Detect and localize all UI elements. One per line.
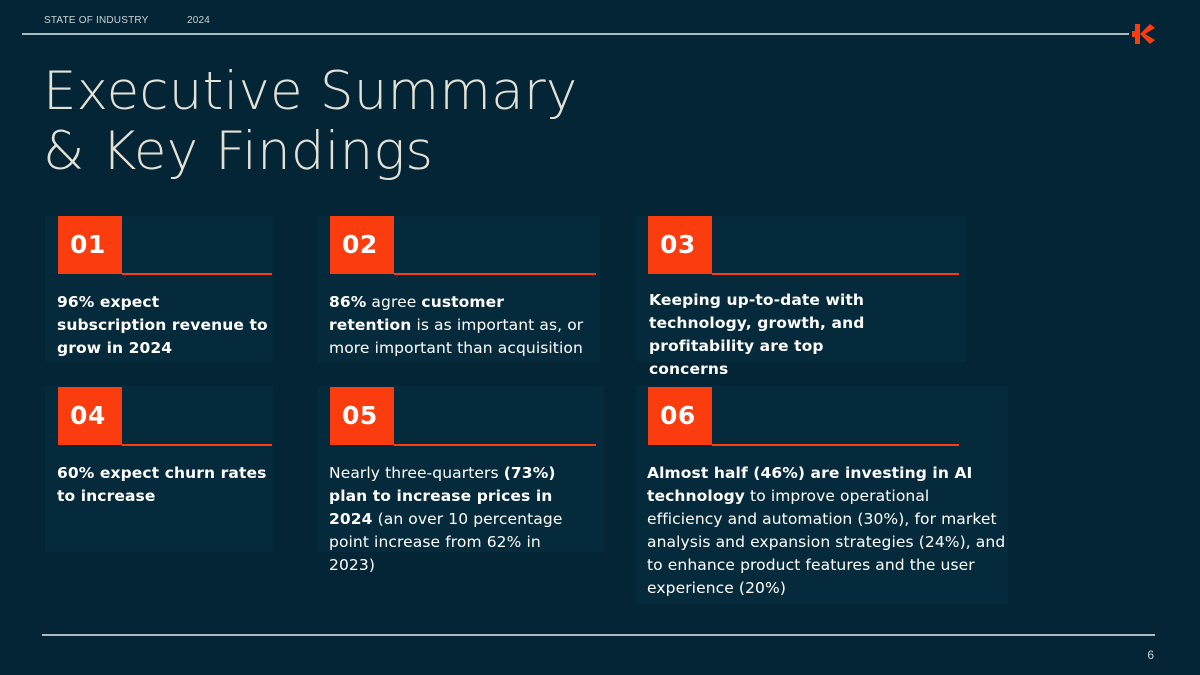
footer-rule: [42, 634, 1155, 636]
finding-badge-3: 03: [648, 216, 959, 276]
finding-badge-4: 04: [58, 387, 272, 447]
header-year: 2024: [187, 15, 211, 26]
finding-text-segment: 60% expect churn rates to increase: [57, 464, 267, 505]
finding-rule: [394, 273, 596, 275]
page-title-line-2: & Key Findings: [43, 121, 434, 182]
finding-badge-5: 05: [330, 387, 596, 447]
finding-rule: [712, 444, 959, 446]
page-title-line-1: Executive Summary: [43, 61, 578, 122]
finding-number: 02: [330, 216, 394, 274]
finding-rule: [712, 273, 959, 275]
finding-badge-2: 02: [330, 216, 596, 276]
brand-logo-icon: [1132, 24, 1155, 44]
finding-text-3: Keeping up-to-date with technology, grow…: [649, 289, 893, 381]
finding-text-segment: agree: [366, 293, 422, 311]
finding-text-segment: is as important as, or more important th…: [329, 316, 584, 357]
finding-text-segment: (73%) plan to increase prices in 2024: [329, 464, 556, 528]
finding-text-segment: to improve operational efficiency and au…: [647, 487, 1006, 597]
finding-text-segment: Almost half (46%) are investing in AI te…: [647, 464, 973, 505]
finding-rule: [394, 444, 596, 446]
finding-text-segment: Keeping up-to-date with technology, grow…: [649, 291, 865, 378]
header-section-label: STATE OF INDUSTRY: [44, 15, 149, 26]
page-number: 6: [1147, 648, 1154, 662]
finding-rule: [122, 273, 272, 275]
finding-badge-6: 06: [648, 387, 959, 447]
finding-text-segment: Nearly three-quarters: [329, 464, 504, 482]
finding-badge-1: 01: [58, 216, 272, 276]
finding-text-segment: (an over 10 percentage point increase fr…: [329, 510, 563, 574]
finding-number: 05: [330, 387, 394, 445]
page-title: Executive Summary & Key Findings: [43, 62, 577, 182]
finding-number: 06: [648, 387, 712, 445]
finding-text-4: 60% expect churn rates to increase: [57, 462, 269, 508]
finding-text-segment: customer retention: [329, 293, 505, 334]
finding-number: 04: [58, 387, 122, 445]
finding-text-segment: 86%: [329, 293, 367, 311]
finding-number: 01: [58, 216, 122, 274]
finding-text-1: 96% expect subscription revenue to grow …: [57, 291, 269, 360]
finding-number: 03: [648, 216, 712, 274]
finding-text-2: 86% agree customer retention is as impor…: [329, 291, 591, 360]
finding-rule: [122, 444, 272, 446]
finding-text-segment: 96% expect subscription revenue to grow …: [57, 293, 268, 357]
finding-text-6: Almost half (46%) are investing in AI te…: [647, 462, 1009, 600]
finding-text-5: Nearly three-quarters (73%) plan to incr…: [329, 462, 591, 577]
header-rule: [22, 33, 1129, 35]
